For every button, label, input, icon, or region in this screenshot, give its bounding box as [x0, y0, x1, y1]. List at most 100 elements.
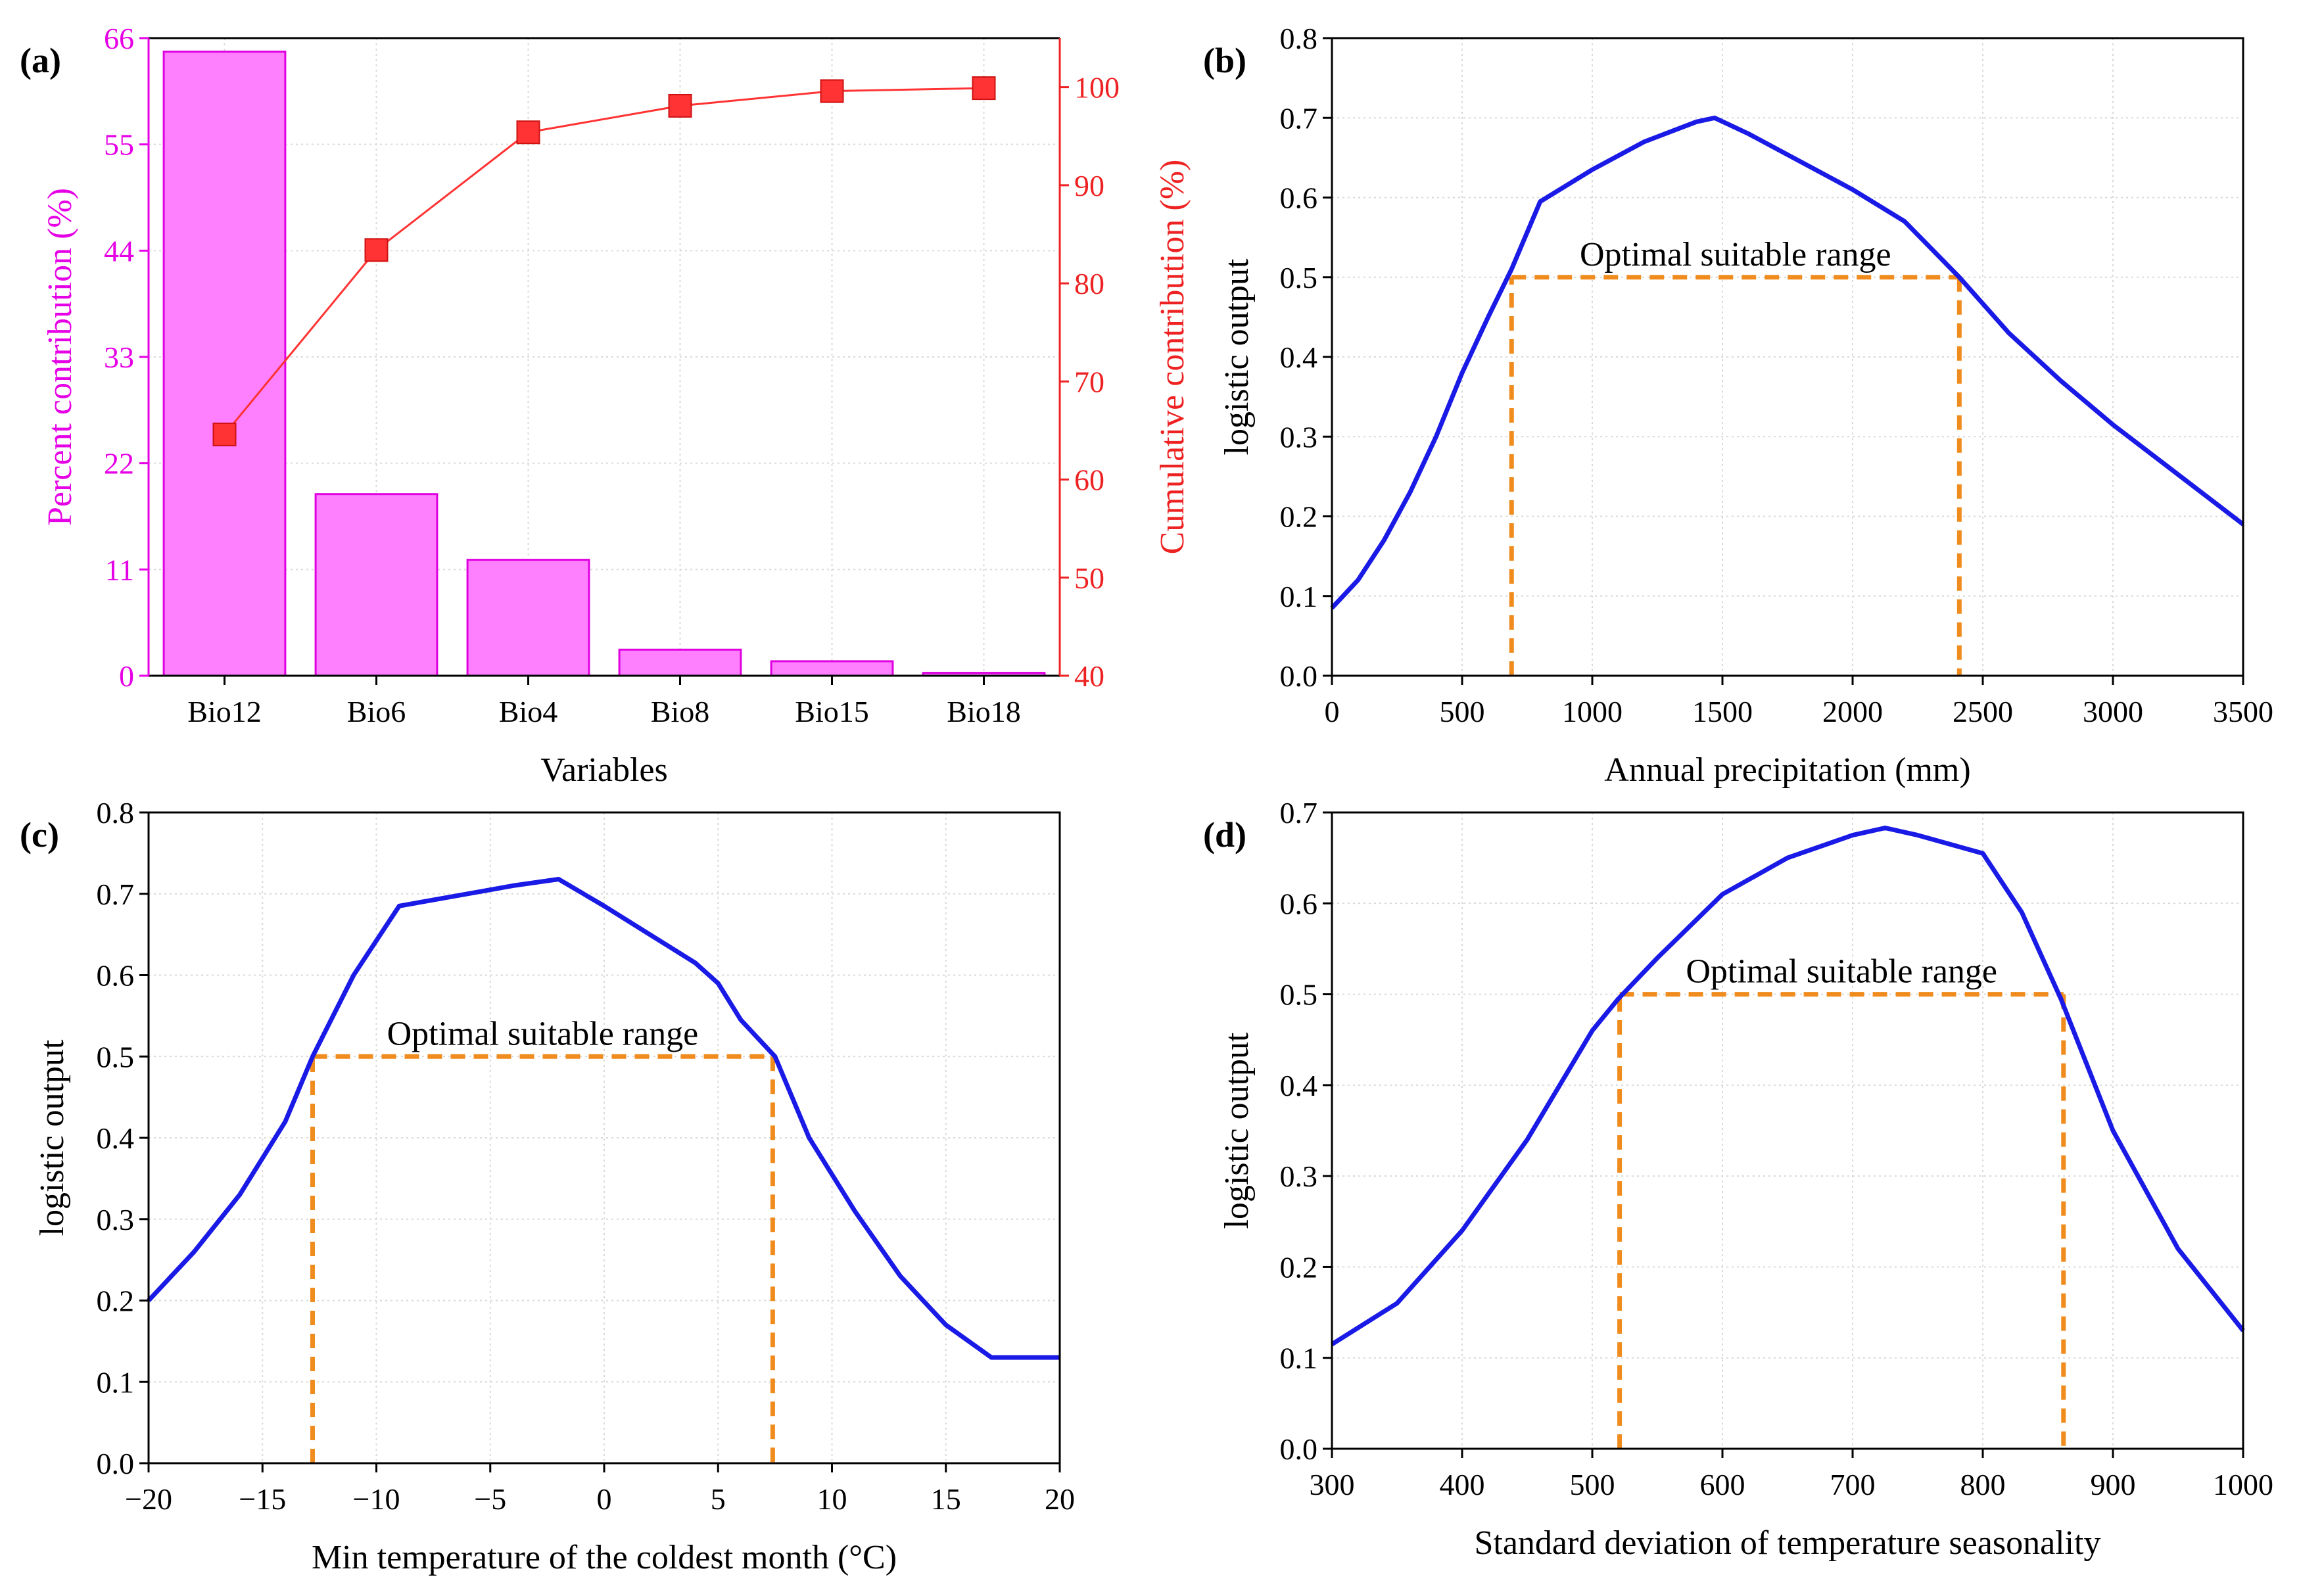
y2-tick-label: 80	[1074, 267, 1104, 300]
y-tick-label: 0.1	[97, 1365, 135, 1399]
y-axis-title: logistic output	[1218, 258, 1256, 456]
cumulative-marker-bio12	[212, 422, 237, 446]
y2-tick-label: 60	[1074, 463, 1104, 497]
response-curve	[147, 877, 1060, 1360]
y-tick-label: 0.7	[1280, 101, 1318, 135]
x-tick-label: 0	[1325, 695, 1340, 728]
x-tick-label: Bio12	[187, 695, 261, 728]
y-tick-label: 22	[104, 447, 134, 481]
panel-b: Optimal suitable range 0 500 1000 1500 2000 25…	[1203, 22, 2273, 789]
x-tick-label: −5	[474, 1482, 506, 1516]
cumulative-marker-bio4	[516, 120, 540, 145]
y-tick-label: 0.3	[97, 1203, 135, 1236]
y-tick-label: 0.4	[97, 1121, 135, 1155]
x-axis-title: Variables	[540, 751, 667, 789]
x-tick-label: 500	[1440, 695, 1485, 728]
y-tick-label: 0.5	[1280, 261, 1318, 294]
y-tick-label: 0.4	[1280, 1069, 1318, 1102]
panel-label: (d)	[1203, 815, 1246, 855]
x-tick-label: 300	[1310, 1468, 1355, 1501]
response-curve	[1331, 826, 2245, 1346]
y-tick-label: 0	[119, 659, 134, 693]
bar-bio12	[162, 51, 287, 677]
plot-frame	[1331, 811, 2244, 1450]
x-tick-label: 10	[817, 1482, 847, 1516]
x-tick-label: 500	[1570, 1468, 1615, 1501]
y-tick-label: 0.7	[1280, 796, 1318, 830]
x-tick-label: 1500	[1692, 695, 1753, 728]
panel-label: (a)	[20, 41, 61, 80]
x-tick-label: 800	[1960, 1468, 2006, 1501]
x-tick-label: Bio18	[947, 695, 1020, 728]
y2-tick-label: 70	[1074, 365, 1104, 398]
response-curve	[1330, 115, 2245, 610]
y2-tick-label: 90	[1074, 169, 1104, 202]
bar-bio4	[466, 559, 590, 677]
x-tick-label: 3500	[2213, 695, 2273, 728]
x-tick-label: 400	[1440, 1468, 1485, 1501]
y-axis-title: Percent contribution (%)	[41, 188, 79, 526]
x-tick-label: Bio15	[795, 695, 868, 728]
x-tick-label: 5	[711, 1482, 726, 1516]
y-tick-label: 0.7	[97, 878, 135, 911]
y2-axis-title: Cumulative contribution (%)	[1154, 160, 1191, 555]
panel-label: (b)	[1203, 41, 1246, 80]
x-tick-label: −10	[353, 1482, 400, 1516]
y-tick-label: 0.6	[1280, 887, 1318, 920]
x-tick-label: 20	[1045, 1482, 1075, 1516]
panel-d: Optimal suitable range 300 400 500 600 700 800…	[1203, 796, 2273, 1562]
panel-a: 0 11 22 33 44 55 66 40 50 60 70 80 90 100 Bio12 Bio6 Bio…	[20, 22, 1191, 789]
y2-tick-label: 100	[1074, 71, 1120, 105]
cumulative-marker-bio8	[668, 93, 692, 118]
cumulative-marker-bio18	[972, 76, 996, 101]
bar-bio6	[314, 493, 438, 677]
y-tick-label: 0.1	[1280, 580, 1318, 613]
y-tick-label: 0.1	[1280, 1342, 1318, 1375]
x-axis-title: Standard deviation of temperature season…	[1474, 1524, 2100, 1562]
x-tick-label: −20	[125, 1482, 172, 1516]
y2-tick-label: 50	[1074, 561, 1104, 595]
y-axis-title: logistic output	[34, 1039, 71, 1236]
x-tick-label: 900	[2091, 1468, 2136, 1501]
range-label: Optimal suitable range	[387, 1015, 699, 1052]
y-tick-label: 0.8	[97, 796, 135, 830]
y-tick-label: 0.0	[1280, 1432, 1318, 1466]
x-tick-label: Bio4	[499, 695, 557, 728]
cumulative-marker-bio15	[820, 79, 844, 103]
x-tick-label: 1000	[1562, 695, 1623, 728]
y-tick-label: 0.4	[1280, 340, 1318, 374]
y-tick-label: 0.6	[97, 959, 135, 993]
y-tick-label: 11	[105, 553, 134, 586]
y-tick-label: 0.8	[1280, 22, 1318, 55]
y-tick-label: 33	[104, 340, 134, 374]
range-label: Optimal suitable range	[1580, 236, 1891, 273]
y-tick-label: 66	[104, 22, 134, 55]
x-tick-label: 700	[1830, 1468, 1876, 1501]
x-tick-label: Bio6	[347, 695, 406, 728]
bar-bio8	[618, 648, 742, 677]
y-tick-label: 0.2	[1280, 500, 1318, 534]
x-tick-label: 0	[597, 1482, 612, 1516]
panel-c: Optimal suitable range −20 −15 −10 −5 0 5 10 15 2…	[20, 796, 1075, 1576]
cumulative-line	[224, 87, 984, 435]
range-label: Optimal suitable range	[1686, 953, 1997, 991]
y-tick-label: 0.5	[97, 1040, 135, 1073]
cumulative-marker-bio6	[364, 238, 389, 262]
y-tick-label: 0.2	[97, 1284, 135, 1318]
x-tick-label: 3000	[2083, 695, 2143, 728]
y-tick-label: 44	[104, 234, 134, 268]
y-tick-label: 0.0	[97, 1447, 135, 1480]
x-axis-title: Annual precipitation (mm)	[1604, 751, 1970, 789]
y-tick-label: 0.5	[1280, 978, 1318, 1012]
panel-label: (c)	[20, 815, 59, 855]
y-tick-label: 0.6	[1280, 181, 1318, 215]
y-axis-title: logistic output	[1218, 1032, 1256, 1229]
y-tick-label: 0.3	[1280, 420, 1318, 454]
x-tick-label: −15	[239, 1482, 286, 1516]
bar-bio15	[770, 660, 894, 677]
y-tick-label: 0.2	[1280, 1250, 1318, 1284]
x-tick-label: 1000	[2213, 1468, 2273, 1501]
x-tick-label: 600	[1700, 1468, 1745, 1501]
y-tick-label: 0.0	[1280, 659, 1318, 693]
